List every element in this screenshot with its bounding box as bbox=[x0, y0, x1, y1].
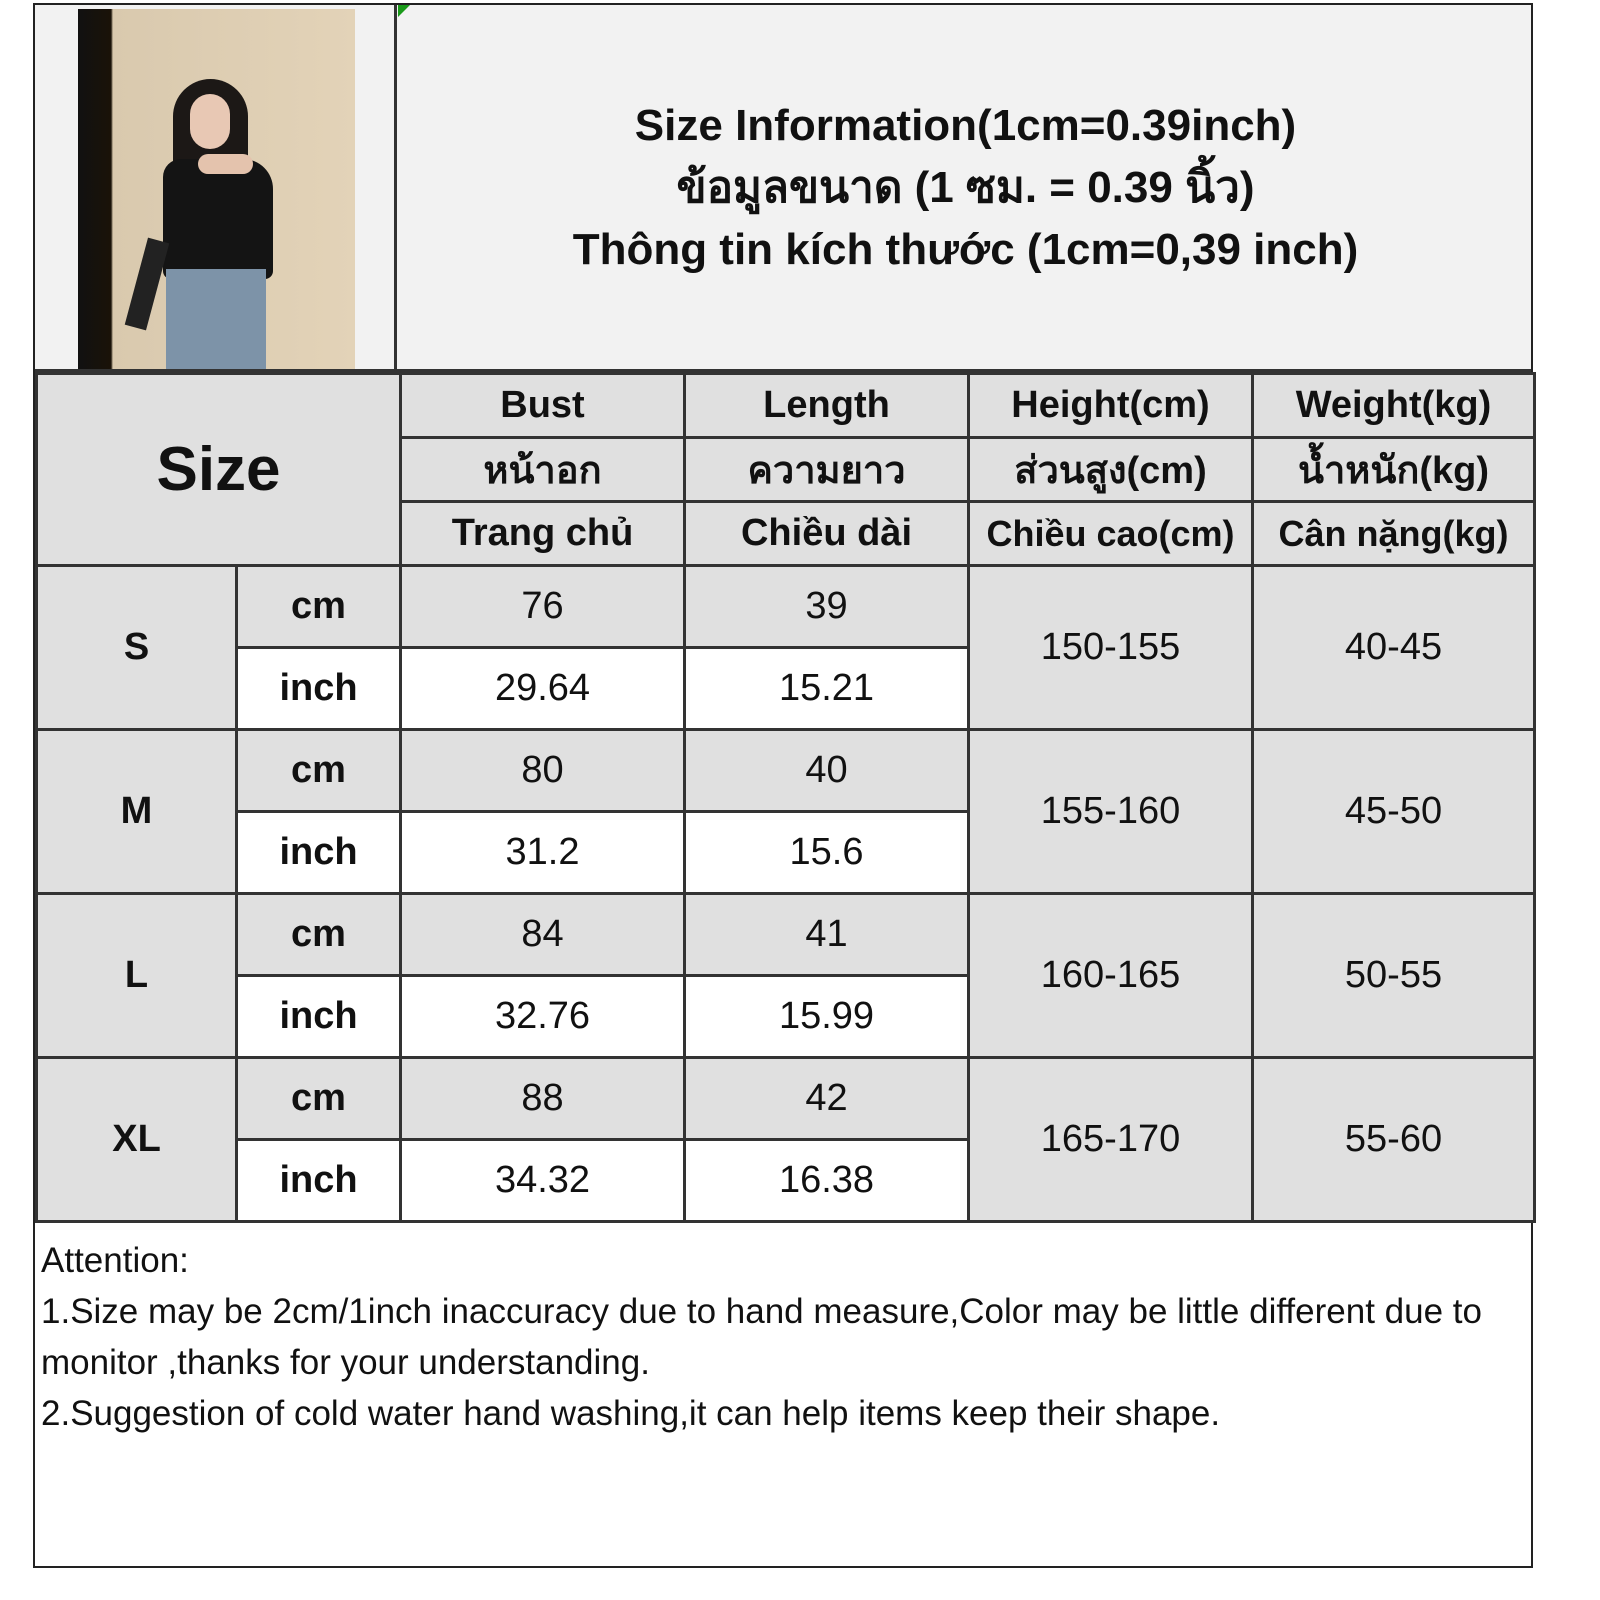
length-inch: 15.99 bbox=[683, 974, 970, 1059]
unit-inch: inch bbox=[235, 974, 402, 1059]
bust-inch: 29.64 bbox=[399, 646, 686, 731]
col-bust-en: Bust bbox=[399, 372, 686, 439]
col-weight-th: น้ำหนัก(kg) bbox=[1251, 436, 1536, 503]
size-table: Size Bust Length Height(cm) Weight(kg) ห… bbox=[35, 372, 1536, 1223]
height-range: 155-160 bbox=[967, 728, 1254, 895]
col-height-en: Height(cm) bbox=[967, 372, 1254, 439]
product-photo bbox=[78, 9, 355, 369]
size-label: L bbox=[35, 892, 238, 1059]
unit-cm: cm bbox=[235, 728, 402, 813]
height-range: 150-155 bbox=[967, 564, 1254, 731]
col-height-vi: Chiều cao(cm) bbox=[967, 500, 1254, 567]
size-row-inch: inch 32.76 15.99 bbox=[37, 974, 1535, 1059]
length-inch: 15.21 bbox=[683, 646, 970, 731]
bust-cm: 80 bbox=[399, 728, 686, 813]
unit-cm: cm bbox=[235, 1056, 402, 1141]
weight-range: 45-50 bbox=[1251, 728, 1536, 895]
cell-marker bbox=[398, 5, 410, 17]
col-length-vi: Chiều dài bbox=[683, 500, 970, 567]
unit-inch: inch bbox=[235, 810, 402, 895]
bust-cm: 88 bbox=[399, 1056, 686, 1141]
weight-range: 55-60 bbox=[1251, 1056, 1536, 1223]
product-photo-cell bbox=[35, 5, 397, 369]
size-row-cm: XL cm 88 42 165-170 55-60 bbox=[35, 1056, 1536, 1223]
bust-inch: 31.2 bbox=[399, 810, 686, 895]
bust-cm: 76 bbox=[399, 564, 686, 649]
length-cm: 40 bbox=[683, 728, 970, 813]
col-length-en: Length bbox=[683, 372, 970, 439]
page-title: Size Information(1cm=0.39inch) ข้อมูลขนา… bbox=[400, 95, 1531, 281]
length-inch: 15.6 bbox=[683, 810, 970, 895]
unit-inch: inch bbox=[235, 1138, 402, 1223]
notes-heading: Attention: bbox=[41, 1241, 189, 1280]
chart-header: Size Information(1cm=0.39inch) ข้อมูลขนา… bbox=[35, 5, 1531, 372]
unit-inch: inch bbox=[235, 646, 402, 731]
bust-inch: 34.32 bbox=[399, 1138, 686, 1223]
title-th: ข้อมูลขนาด (1 ซม. = 0.39 นิ้ว) bbox=[676, 163, 1255, 212]
weight-range: 40-45 bbox=[1251, 564, 1536, 731]
col-weight-en: Weight(kg) bbox=[1251, 372, 1536, 439]
size-label: M bbox=[35, 728, 238, 895]
length-cm: 41 bbox=[683, 892, 970, 977]
title-en: Size Information(1cm=0.39inch) bbox=[634, 101, 1297, 150]
col-weight-vi: Cân nặng(kg) bbox=[1251, 500, 1536, 567]
size-row-inch: inch 31.2 15.6 bbox=[37, 810, 1535, 895]
unit-cm: cm bbox=[235, 564, 402, 649]
length-cm: 42 bbox=[683, 1056, 970, 1141]
note-1: 1.Size may be 2cm/1inch inaccuracy due t… bbox=[41, 1292, 1482, 1382]
attention-notes: Attention: 1.Size may be 2cm/1inch inacc… bbox=[41, 1235, 1531, 1439]
col-bust-vi: Trang chủ bbox=[399, 500, 686, 567]
bust-cm: 84 bbox=[399, 892, 686, 977]
length-cm: 39 bbox=[683, 564, 970, 649]
title-vi: Thông tin kích thước (1cm=0,39 inch) bbox=[572, 225, 1359, 274]
height-range: 160-165 bbox=[967, 892, 1254, 1059]
size-row-cm: S cm 76 39 150-155 40-45 bbox=[35, 564, 1536, 731]
unit-cm: cm bbox=[235, 892, 402, 977]
bust-inch: 32.76 bbox=[399, 974, 686, 1059]
col-height-th: ส่วนสูง(cm) bbox=[967, 436, 1254, 503]
size-label: XL bbox=[35, 1056, 238, 1223]
size-row-inch: inch 34.32 16.38 bbox=[37, 1138, 1535, 1223]
size-label: S bbox=[35, 564, 238, 731]
col-bust-th: หน้าอก bbox=[399, 436, 686, 503]
note-2: 2.Suggestion of cold water hand washing,… bbox=[41, 1394, 1221, 1433]
col-length-th: ความยาว bbox=[683, 436, 970, 503]
size-chart: Size Information(1cm=0.39inch) ข้อมูลขนา… bbox=[33, 3, 1536, 1568]
height-range: 165-170 bbox=[967, 1056, 1254, 1223]
size-header: Size bbox=[35, 372, 402, 567]
length-inch: 16.38 bbox=[683, 1138, 970, 1223]
weight-range: 50-55 bbox=[1251, 892, 1536, 1059]
size-row-cm: M cm 80 40 155-160 45-50 bbox=[35, 728, 1536, 895]
size-row-cm: L cm 84 41 160-165 50-55 bbox=[35, 892, 1536, 1059]
size-row-inch: inch 29.64 15.21 bbox=[37, 646, 1535, 731]
